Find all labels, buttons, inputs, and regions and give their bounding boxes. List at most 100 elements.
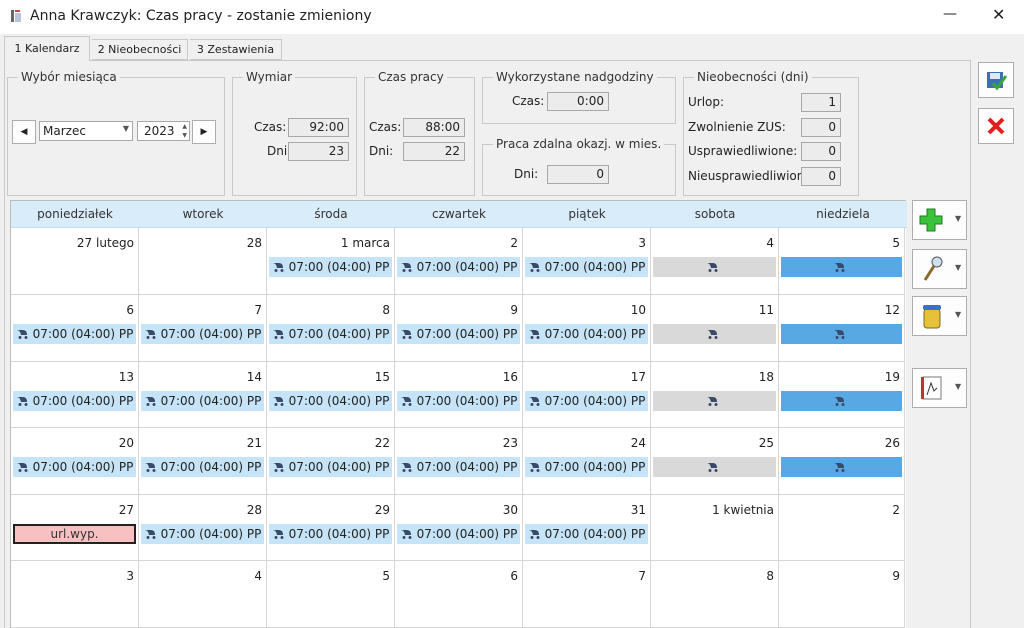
day-entry[interactable]: 07:00 (04:00) PP <box>141 391 264 411</box>
day-entry[interactable]: 07:00 (04:00) PP <box>397 324 520 344</box>
day-entry[interactable]: 07:00 (04:00) PP <box>269 524 392 544</box>
day-entry[interactable] <box>653 324 776 344</box>
day-entry[interactable]: 07:00 (04:00) PP <box>525 457 648 477</box>
minimize-button[interactable]: — <box>943 6 957 22</box>
day-cell[interactable]: 7 <box>523 561 651 628</box>
field: 0 <box>547 165 609 184</box>
day-cell[interactable]: 23 07:00 (04:00) PP <box>395 428 523 495</box>
tab[interactable]: 1 Kalendarz <box>4 36 90 61</box>
day-cell[interactable]: 11 <box>651 295 779 362</box>
day-entry[interactable]: 07:00 (04:00) PP <box>13 391 136 411</box>
day-cell[interactable]: 1 marca 07:00 (04:00) PP <box>267 228 395 295</box>
label: Dni: <box>514 167 539 181</box>
day-entry[interactable]: 07:00 (04:00) PP <box>141 524 264 544</box>
weekday-header: poniedziałek <box>11 201 139 228</box>
day-entry[interactable]: 07:00 (04:00) PP <box>397 457 520 477</box>
day-entry[interactable]: 07:00 (04:00) PP <box>141 324 264 344</box>
day-cell[interactable]: 2 <box>779 495 905 561</box>
day-cell[interactable]: 15 07:00 (04:00) PP <box>267 362 395 428</box>
day-cell[interactable]: 5 <box>779 228 905 295</box>
day-cell[interactable]: 13 07:00 (04:00) PP <box>11 362 139 428</box>
day-entry[interactable]: 07:00 (04:00) PP <box>397 524 520 544</box>
day-cell[interactable]: 10 07:00 (04:00) PP <box>523 295 651 362</box>
day-cell[interactable]: 5 <box>267 561 395 628</box>
day-cell[interactable]: 29 07:00 (04:00) PP <box>267 495 395 561</box>
day-cell[interactable]: 14 07:00 (04:00) PP <box>139 362 267 428</box>
day-cell[interactable]: 16 07:00 (04:00) PP <box>395 362 523 428</box>
day-cell[interactable]: 27 lutego <box>11 228 139 295</box>
day-cell[interactable]: 25 <box>651 428 779 495</box>
day-cell[interactable]: 26 <box>779 428 905 495</box>
day-cell[interactable]: 12 <box>779 295 905 362</box>
day-cell[interactable]: 20 07:00 (04:00) PP <box>11 428 139 495</box>
entry-text: 07:00 (04:00) PP <box>288 394 390 408</box>
day-entry[interactable]: 07:00 (04:00) PP <box>13 324 136 344</box>
day-entry[interactable] <box>781 257 902 277</box>
day-entry[interactable]: 07:00 (04:00) PP <box>525 391 648 411</box>
tab[interactable]: 3 Zestawienia <box>190 39 282 60</box>
day-entry[interactable] <box>781 391 902 411</box>
entry-text: 07:00 (04:00) PP <box>288 327 390 341</box>
day-cell[interactable]: 6 <box>395 561 523 628</box>
add-button[interactable]: ▼ <box>912 200 967 240</box>
day-cell[interactable]: 24 07:00 (04:00) PP <box>523 428 651 495</box>
day-cell[interactable]: 4 <box>139 561 267 628</box>
prev-month[interactable]: ◀ <box>12 120 36 144</box>
day-cell[interactable]: 17 07:00 (04:00) PP <box>523 362 651 428</box>
month-combo[interactable]: Marzec ▼ <box>39 121 133 141</box>
delete-button[interactable]: ▼ <box>912 296 967 336</box>
day-entry[interactable]: 07:00 (04:00) PP <box>269 457 392 477</box>
day-cell[interactable]: 1 kwietnia <box>651 495 779 561</box>
day-cell[interactable]: 9 <box>779 561 905 628</box>
day-entry[interactable]: 07:00 (04:00) PP <box>397 391 520 411</box>
close-button[interactable]: ✕ <box>992 5 1006 24</box>
day-number: 4 <box>766 236 774 250</box>
day-number: 17 <box>630 370 646 384</box>
day-entry[interactable]: 07:00 (04:00) PP <box>269 324 392 344</box>
day-cell[interactable]: 22 07:00 (04:00) PP <box>267 428 395 495</box>
day-entry[interactable]: url.wyp. <box>13 524 136 544</box>
day-cell[interactable]: 18 <box>651 362 779 428</box>
save-button[interactable] <box>978 62 1014 98</box>
day-entry[interactable]: 07:00 (04:00) PP <box>141 457 264 477</box>
day-number: 28 <box>246 503 262 517</box>
day-entry[interactable]: 07:00 (04:00) PP <box>397 257 520 277</box>
day-entry[interactable]: 07:00 (04:00) PP <box>13 457 136 477</box>
day-entry[interactable]: 07:00 (04:00) PP <box>525 257 648 277</box>
day-entry[interactable]: 07:00 (04:00) PP <box>525 324 648 344</box>
day-cell[interactable]: 19 <box>779 362 905 428</box>
day-cell[interactable]: 6 07:00 (04:00) PP <box>11 295 139 362</box>
day-cell[interactable]: 9 07:00 (04:00) PP <box>395 295 523 362</box>
view-button[interactable]: ▼ <box>912 249 967 289</box>
day-cell[interactable]: 8 07:00 (04:00) PP <box>267 295 395 362</box>
day-cell[interactable]: 4 <box>651 228 779 295</box>
day-entry[interactable] <box>653 457 776 477</box>
day-entry[interactable]: 07:00 (04:00) PP <box>269 391 392 411</box>
day-cell[interactable]: 3 <box>11 561 139 628</box>
day-entry[interactable] <box>781 457 902 477</box>
day-cell[interactable]: 28 <box>139 228 267 295</box>
next-month[interactable]: ▶ <box>192 120 216 144</box>
day-cell[interactable]: 21 07:00 (04:00) PP <box>139 428 267 495</box>
cancel-button[interactable] <box>978 108 1014 144</box>
app-icon <box>11 10 21 22</box>
print-button[interactable]: ▼ <box>912 368 967 408</box>
day-entry[interactable] <box>653 391 776 411</box>
day-cell[interactable]: 31 07:00 (04:00) PP <box>523 495 651 561</box>
tab[interactable]: 2 Nieobecności <box>92 39 188 60</box>
day-cell[interactable]: 27 url.wyp. <box>11 495 139 561</box>
group-title: Praca zdalna okazj. w mies. <box>493 137 665 151</box>
year-spin[interactable]: 2023 ▲ ▼ <box>137 121 190 141</box>
day-cell[interactable]: 7 07:00 (04:00) PP <box>139 295 267 362</box>
day-cell[interactable]: 2 07:00 (04:00) PP <box>395 228 523 295</box>
day-cell[interactable]: 28 07:00 (04:00) PP <box>139 495 267 561</box>
day-entry[interactable]: 07:00 (04:00) PP <box>525 524 648 544</box>
day-entry[interactable] <box>653 257 776 277</box>
day-entry[interactable] <box>781 324 902 344</box>
day-cell[interactable]: 3 07:00 (04:00) PP <box>523 228 651 295</box>
weekday-header: czwartek <box>395 201 523 228</box>
entry-text: 07:00 (04:00) PP <box>544 327 646 341</box>
day-cell[interactable]: 8 <box>651 561 779 628</box>
day-cell[interactable]: 30 07:00 (04:00) PP <box>395 495 523 561</box>
day-entry[interactable]: 07:00 (04:00) PP <box>269 257 392 277</box>
